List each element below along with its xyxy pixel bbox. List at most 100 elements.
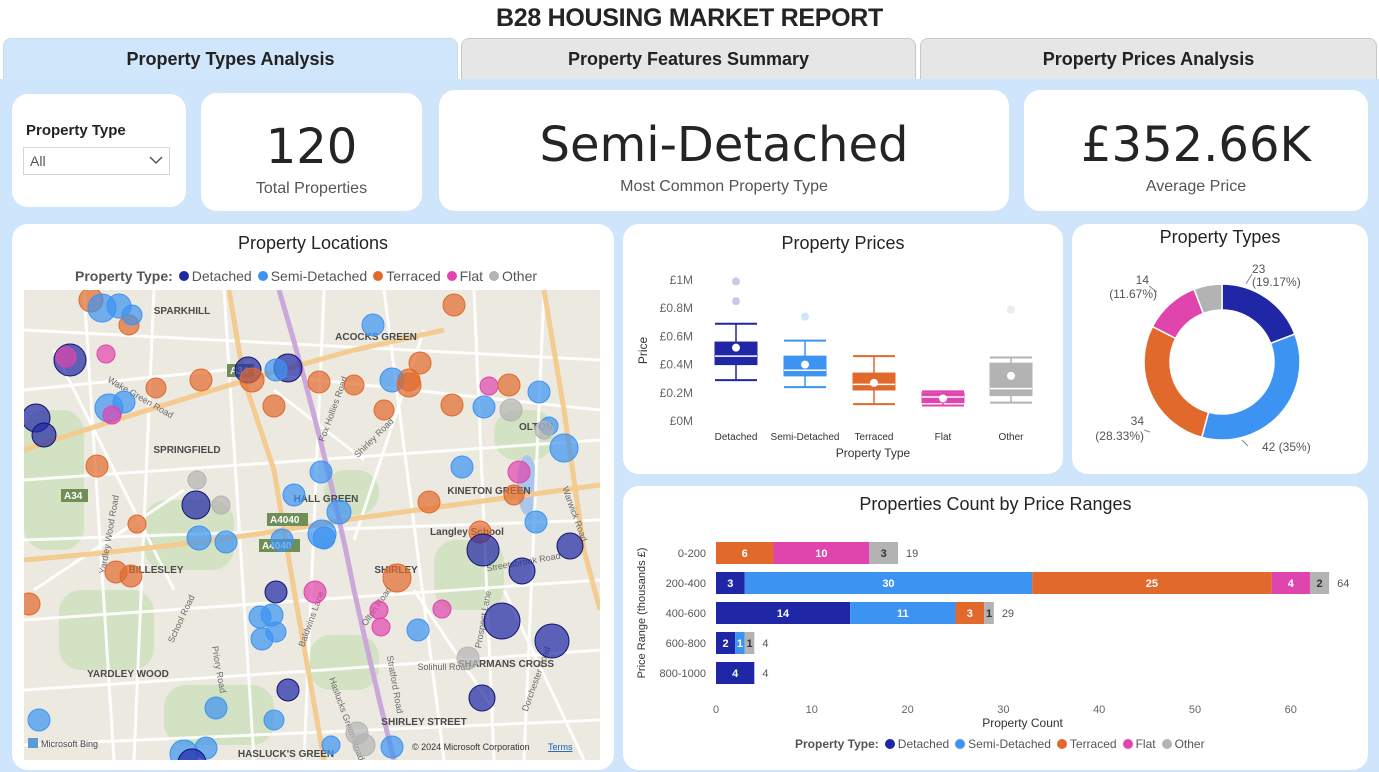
bar-segment <box>716 662 755 684</box>
bar-segment <box>1032 572 1272 594</box>
property-marker <box>96 344 116 364</box>
property-marker <box>369 600 389 620</box>
property-marker <box>556 532 584 560</box>
bar-data-label: 25 <box>1146 578 1158 590</box>
place-label: KINETON GREEN <box>447 486 530 497</box>
y-axis-label: Price <box>636 337 650 365</box>
donut-pct: (11.67%) <box>1109 287 1157 301</box>
bar-data-label: 3 <box>727 578 733 590</box>
property-marker <box>204 696 228 720</box>
average-price-card: £352.66K Average Price <box>1024 90 1368 211</box>
legend-swatch <box>955 739 966 749</box>
donut-leader <box>1245 273 1253 285</box>
price-ranges-card: Properties Count by Price Ranges 0 10 20 30… <box>623 486 1368 770</box>
map-legend-item-detached[interactable]: Detached <box>178 268 252 284</box>
tab-property-prices-analysis[interactable]: Property Prices Analysis <box>920 38 1377 79</box>
place-label: BILLESLEY <box>128 565 183 576</box>
bar-legend-item-terraced[interactable]: Terraced <box>1056 737 1117 751</box>
property-marker <box>371 617 391 637</box>
property-marker <box>55 346 77 368</box>
bar-segment <box>716 542 774 564</box>
property-map[interactable]: SPARKHILL ACOCKS GREEN SPRINGFIELD HALL GRE… <box>24 290 600 760</box>
bar-total-label: 4 <box>762 638 768 650</box>
place-label: SHARMANS CROSS <box>458 659 554 670</box>
park-area <box>309 635 379 690</box>
x-tick-label: 0 <box>713 704 719 716</box>
bar-legend-item-other[interactable]: Other <box>1161 737 1205 751</box>
x-tick-label: Other <box>998 432 1024 443</box>
donut-chart-title: Property Types <box>1159 227 1281 247</box>
map-legend-item-terraced[interactable]: Terraced <box>373 268 441 284</box>
box-outlier <box>1007 305 1015 314</box>
bar-data-label: 1 <box>746 638 752 650</box>
bar-data-label: 2 <box>723 638 729 650</box>
legend-label: Semi-Detached <box>270 268 368 284</box>
road-shield <box>267 513 308 526</box>
donut-label: 34 <box>1131 414 1145 428</box>
place-label: SHIRLEY STREET <box>381 717 466 728</box>
bar-segment <box>773 542 870 564</box>
bar-data-label: 3 <box>967 608 973 620</box>
bar-legend-item-detached[interactable]: Detached <box>884 737 950 751</box>
box-chart-title: Property Prices <box>781 233 905 253</box>
map-legend-title: Property Type: <box>75 268 173 284</box>
x-tick-label: Detached <box>715 432 758 443</box>
property-marker <box>472 395 496 419</box>
slicer-dropdown[interactable]: All <box>23 147 170 175</box>
bar-data-label: 11 <box>897 608 909 620</box>
bar-data-label: 2 <box>1316 578 1322 590</box>
property-marker <box>189 368 213 392</box>
bar-segment <box>955 602 985 624</box>
donut-label: 42 (35%) <box>1262 440 1311 454</box>
map-legend-item-other[interactable]: Other <box>489 268 537 284</box>
legend-label: Terraced <box>386 268 441 284</box>
property-marker <box>321 735 341 755</box>
legend-label: Flat <box>459 268 484 284</box>
x-tick-label: Semi-Detached <box>771 432 840 443</box>
y-tick-label: £0.2M <box>660 386 693 400</box>
donut-slice <box>1200 333 1301 441</box>
minor-road <box>33 488 185 592</box>
bar-legend-item-semi-detached[interactable]: Semi-Detached <box>955 737 1051 751</box>
property-marker <box>406 618 430 642</box>
major-road <box>226 290 327 760</box>
bar-data-label: 6 <box>742 548 748 560</box>
tab-property-types-analysis[interactable]: Property Types Analysis <box>3 38 458 79</box>
property-prices-box-plot[interactable]: £0M £0.2M £0.4M £0.6M £0.8M £1M Price Detached S… <box>623 224 1063 474</box>
property-types-donut[interactable]: 23(19.17%) 42 (35%) 34(28.33%) 14(11.67%) <box>1072 224 1368 474</box>
property-marker <box>211 495 231 515</box>
bar-total-label: 19 <box>906 548 918 560</box>
property-marker <box>524 510 548 534</box>
property-marker <box>380 735 404 759</box>
property-marker <box>479 376 499 396</box>
property-marker <box>27 708 51 732</box>
bar-segment <box>869 542 899 564</box>
property-marker <box>382 563 412 593</box>
property-marker <box>121 304 143 326</box>
property-marker <box>507 460 531 484</box>
major-road <box>276 290 397 760</box>
property-marker <box>503 484 525 506</box>
minor-road <box>52 349 176 591</box>
bar-segment <box>735 632 745 654</box>
box-mean <box>1007 371 1015 380</box>
map-legend-item-flat[interactable]: Flat <box>446 268 484 284</box>
property-marker <box>466 533 500 567</box>
total-properties-label: Total Properties <box>255 180 368 197</box>
bar-total-label: 29 <box>1002 608 1014 620</box>
total-properties-value: 120 <box>265 119 358 175</box>
tab-property-features-summary[interactable]: Property Features Summary <box>461 38 916 79</box>
x-tick-label: Terraced <box>855 432 894 443</box>
bar-segment <box>744 572 1033 594</box>
property-marker <box>408 351 432 375</box>
map-legend-item-semi-detached[interactable]: Semi-Detached <box>257 268 368 284</box>
place-label: YARDLEY WOOD <box>87 669 169 680</box>
price-ranges-stacked-bar[interactable]: 0 10 20 30 40 50 60 Property Count Price Range (… <box>623 486 1368 736</box>
bar-legend-item-flat[interactable]: Flat <box>1122 737 1156 751</box>
slicer-value: All <box>30 153 46 169</box>
slicer-label: Property Type <box>26 122 126 139</box>
legend-label: Detached <box>897 737 950 751</box>
x-tick-label: 10 <box>806 704 818 716</box>
legend-swatch <box>1056 739 1067 749</box>
property-marker <box>282 483 306 507</box>
